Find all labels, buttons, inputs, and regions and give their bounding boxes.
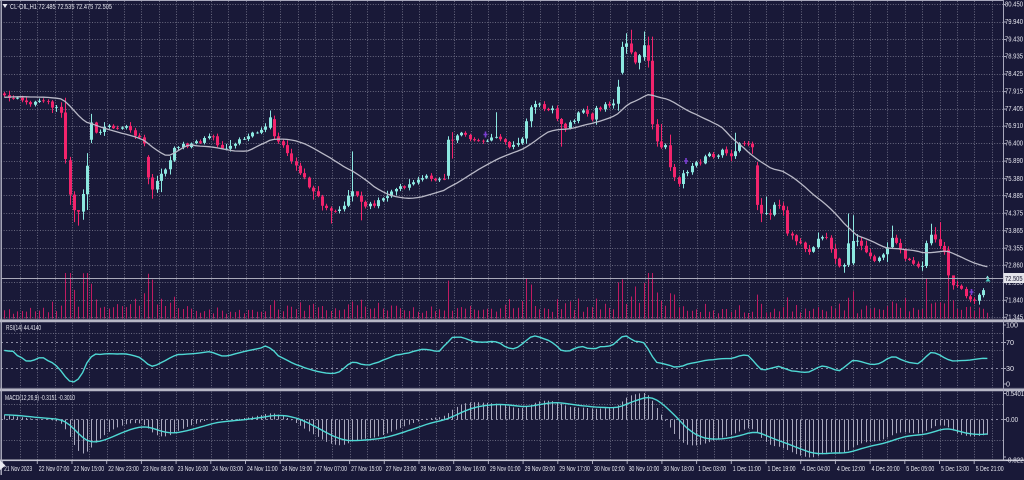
svg-text:79.430: 79.430 [1005, 35, 1023, 44]
svg-text:0: 0 [1006, 380, 1010, 389]
svg-text:76.910: 76.910 [1005, 121, 1023, 130]
svg-text:1 Dec 19:00: 1 Dec 19:00 [768, 464, 796, 473]
svg-text:0.5401: 0.5401 [1006, 389, 1024, 398]
svg-text:73.355: 73.355 [1005, 243, 1023, 252]
svg-text:22 Nov 07:00: 22 Nov 07:00 [39, 464, 70, 473]
svg-text:24 Nov 19:00: 24 Nov 19:00 [282, 464, 313, 473]
svg-text:5 Dec 13:00: 5 Dec 13:00 [941, 464, 969, 473]
svg-text:29 Nov 09:00: 29 Nov 09:00 [525, 464, 556, 473]
svg-text:24 Nov 11:00: 24 Nov 11:00 [247, 464, 278, 473]
svg-text:74.375: 74.375 [1005, 208, 1023, 217]
svg-text:30: 30 [1006, 364, 1014, 373]
svg-text:4 Dec 04:00: 4 Dec 04:00 [802, 464, 830, 473]
svg-text:72.505: 72.505 [1005, 274, 1023, 283]
svg-text:75.380: 75.380 [1005, 174, 1023, 183]
svg-text:74.885: 74.885 [1005, 191, 1023, 200]
svg-text:73.865: 73.865 [1005, 226, 1023, 235]
svg-text:27 Nov 23:00: 27 Nov 23:00 [386, 464, 417, 473]
svg-text:72.860: 72.860 [1005, 260, 1023, 269]
svg-text:5 Dec 21:00: 5 Dec 21:00 [976, 464, 1004, 473]
svg-text:30 Nov 10:00: 30 Nov 10:00 [629, 464, 660, 473]
svg-text:28 Nov 08:00: 28 Nov 08:00 [421, 464, 452, 473]
svg-text:0.00: 0.00 [1006, 415, 1018, 424]
svg-text:80.450: 80.450 [1005, 0, 1023, 9]
svg-text:5 Dec 05:00: 5 Dec 05:00 [906, 464, 934, 473]
svg-text:23 Nov 16:00: 23 Nov 16:00 [178, 464, 209, 473]
svg-text:24 Nov 03:00: 24 Nov 03:00 [212, 464, 243, 473]
svg-text:78.425: 78.425 [1005, 69, 1023, 78]
svg-text:RSI(14) 44.4140: RSI(14) 44.4140 [6, 323, 41, 332]
svg-text:MACD(12,26,9) -0.3151 -0.3010: MACD(12,26,9) -0.3151 -0.3010 [5, 393, 75, 402]
svg-text:21 Nov 2023: 21 Nov 2023 [4, 464, 32, 473]
svg-text:30 Nov 18:00: 30 Nov 18:00 [663, 464, 694, 473]
svg-text:76.400: 76.400 [1005, 139, 1023, 148]
svg-text:27 Nov 07:00: 27 Nov 07:00 [316, 464, 347, 473]
svg-text:71.840: 71.840 [1005, 295, 1023, 304]
svg-text:1 Dec 11:00: 1 Dec 11:00 [733, 464, 761, 473]
svg-text:77.915: 77.915 [1005, 87, 1023, 96]
svg-text:29 Nov 01:00: 29 Nov 01:00 [490, 464, 521, 473]
svg-text:4 Dec 12:00: 4 Dec 12:00 [837, 464, 865, 473]
svg-text:-0.8221: -0.8221 [1006, 456, 1024, 465]
svg-text:22 Nov 23:00: 22 Nov 23:00 [108, 464, 139, 473]
svg-text:4 Dec 20:00: 4 Dec 20:00 [872, 464, 900, 473]
svg-text:78.935: 78.935 [1005, 52, 1023, 61]
svg-text:29 Nov 17:00: 29 Nov 17:00 [559, 464, 590, 473]
svg-text:23 Nov 08:00: 23 Nov 08:00 [143, 464, 174, 473]
svg-text:22 Nov 15:00: 22 Nov 15:00 [74, 464, 105, 473]
svg-text:77.405: 77.405 [1005, 104, 1023, 113]
svg-text:27 Nov 15:00: 27 Nov 15:00 [351, 464, 382, 473]
svg-text:28 Nov 16:00: 28 Nov 16:00 [455, 464, 486, 473]
svg-text:100: 100 [1006, 321, 1018, 330]
svg-text:1 Dec 03:00: 1 Dec 03:00 [698, 464, 726, 473]
svg-text:75.890: 75.890 [1005, 156, 1023, 165]
svg-text:70: 70 [1006, 338, 1014, 347]
svg-text:79.940: 79.940 [1005, 17, 1023, 26]
svg-text:CL-OIL,H1 72.485 72.535 72.475: CL-OIL,H1 72.485 72.535 72.475 72.505 [10, 2, 112, 11]
svg-text:30 Nov 02:00: 30 Nov 02:00 [594, 464, 625, 473]
